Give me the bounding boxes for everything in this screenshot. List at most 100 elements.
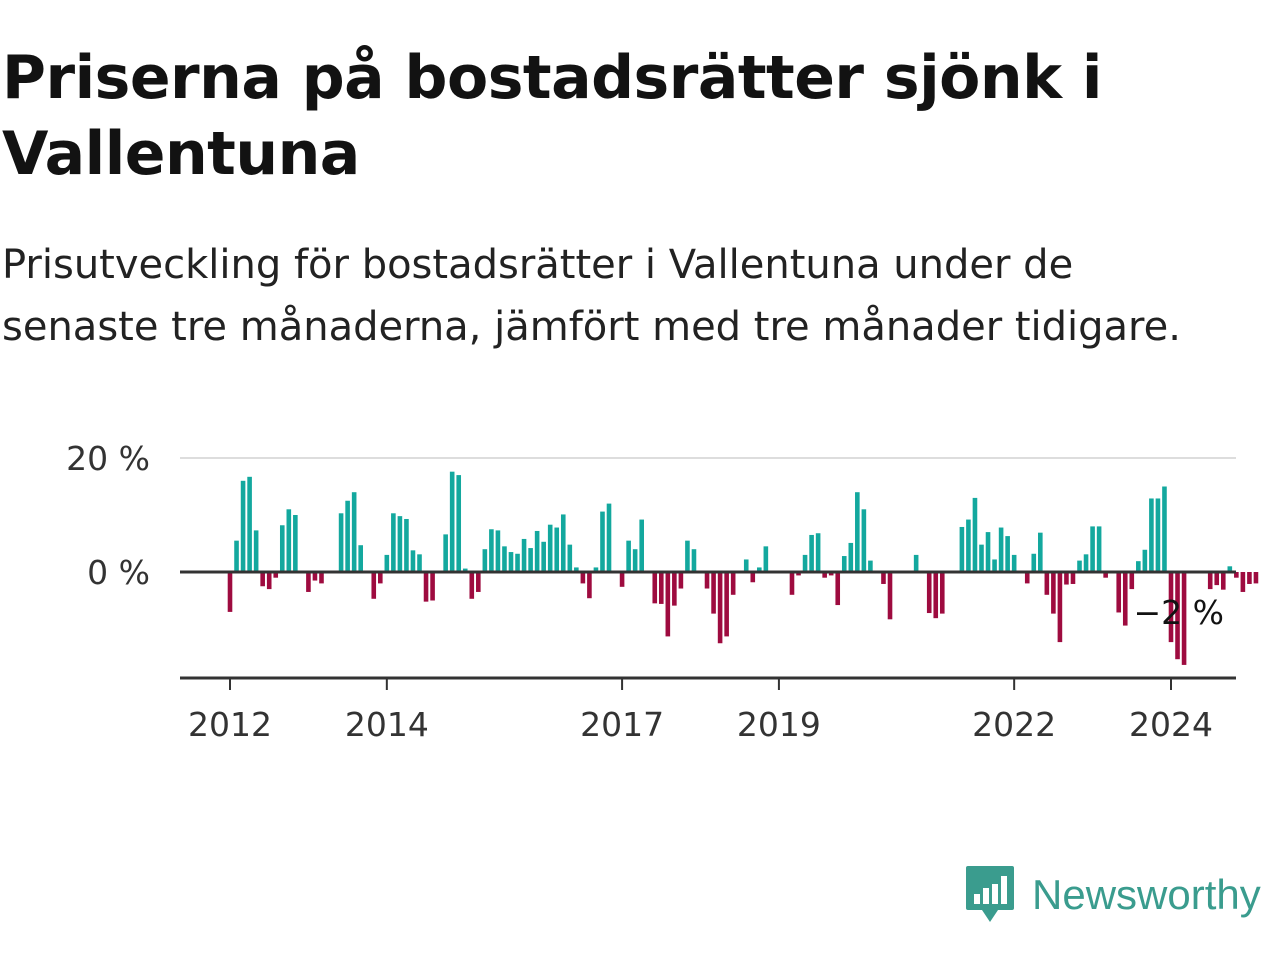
bar-120 — [1011, 554, 1017, 572]
bar-98 — [868, 560, 873, 572]
axes — [180, 570, 1236, 680]
bar-69 — [678, 572, 684, 589]
bar-113 — [966, 519, 971, 572]
bar-100 — [881, 572, 886, 584]
bar-6 — [266, 572, 272, 590]
bar-31 — [430, 572, 435, 601]
x-tick-label-0: 2012 — [188, 705, 272, 744]
bar-25 — [391, 513, 396, 572]
bar-26 — [397, 516, 403, 572]
bar-112 — [959, 526, 965, 572]
bar-3 — [247, 476, 252, 572]
bar-143 — [1162, 486, 1167, 572]
bar-29 — [417, 554, 422, 572]
bar-109 — [939, 572, 945, 614]
bar-7 — [273, 572, 279, 578]
bar-119 — [1005, 536, 1010, 572]
bar-23 — [378, 572, 383, 584]
bar-151 — [1214, 572, 1220, 586]
bar-140 — [1142, 549, 1148, 572]
bar-71 — [691, 549, 697, 572]
bar-152 — [1220, 572, 1226, 590]
bar-14 — [319, 572, 324, 584]
bar-118 — [998, 527, 1004, 572]
bar-13 — [312, 572, 318, 581]
last-value-label: −2 % — [1134, 593, 1225, 632]
bar-155 — [1240, 572, 1246, 592]
bar-74 — [711, 572, 716, 614]
bar-68 — [672, 572, 677, 606]
bar-49 — [547, 524, 553, 572]
x-tick-label-1: 2014 — [345, 705, 429, 744]
bar-28 — [410, 550, 416, 572]
bar-50 — [554, 527, 560, 572]
bar-22 — [371, 572, 377, 599]
bar-46 — [528, 548, 533, 572]
bar-75 — [717, 572, 723, 644]
bar-87 — [796, 572, 801, 576]
bar-130 — [1077, 560, 1082, 572]
bar-62 — [632, 549, 638, 572]
bar-156 — [1247, 572, 1252, 584]
logo-text: Newsworthy — [1032, 871, 1261, 918]
bar-56 — [593, 567, 599, 572]
bar-37 — [469, 572, 475, 599]
y-tick-label-1: 0 % — [87, 553, 150, 592]
x-tick-label-3: 2019 — [737, 705, 821, 744]
bar-45 — [521, 538, 527, 572]
bar-145 — [1175, 572, 1180, 660]
bar-80 — [750, 572, 756, 583]
bar-54 — [580, 572, 586, 584]
bar-117 — [992, 559, 997, 572]
bar-61 — [626, 540, 631, 572]
newsworthy-logo-icon — [966, 866, 1014, 922]
bar-52 — [567, 544, 573, 572]
bar-2 — [240, 480, 246, 572]
bar-133 — [1096, 526, 1102, 572]
bar-93 — [835, 572, 841, 606]
y-axis-ticks: 20 % 0 % — [66, 439, 150, 592]
bar-107 — [926, 572, 932, 614]
bar-17 — [338, 513, 344, 572]
bar-142 — [1155, 498, 1161, 572]
bars — [227, 471, 1259, 665]
bar-20 — [358, 545, 363, 572]
x-tick-label-2: 2017 — [580, 705, 664, 744]
bar-58 — [606, 503, 612, 572]
bar-38 — [476, 572, 481, 592]
bar-41 — [495, 530, 501, 572]
bar-88 — [802, 554, 808, 572]
bar-125 — [1044, 572, 1050, 595]
bar-47 — [534, 530, 540, 572]
bar-66 — [658, 572, 664, 604]
bar-44 — [515, 553, 520, 572]
bar-116 — [985, 532, 991, 572]
bar-122 — [1024, 572, 1030, 584]
bar-81 — [757, 567, 762, 572]
bar-40 — [489, 529, 494, 572]
bar-18 — [345, 500, 350, 572]
bar-153 — [1227, 566, 1233, 572]
bar-141 — [1149, 498, 1154, 572]
bar-48 — [541, 541, 546, 572]
bar-35 — [456, 475, 462, 572]
bar-76 — [724, 572, 729, 637]
bar-124 — [1038, 532, 1043, 572]
bar-146 — [1181, 572, 1187, 665]
bar-82 — [763, 546, 769, 572]
bar-9 — [286, 509, 292, 572]
bar-97 — [861, 509, 867, 572]
bar-0 — [227, 572, 233, 612]
bar-101 — [887, 572, 893, 620]
bar-90 — [815, 533, 821, 572]
bar-42 — [502, 546, 507, 572]
bar-138 — [1129, 572, 1135, 590]
x-tick-label-5: 2024 — [1129, 705, 1213, 744]
bar-115 — [979, 544, 984, 572]
bar-63 — [639, 519, 644, 572]
bar-128 — [1064, 572, 1069, 585]
bar-129 — [1070, 572, 1076, 584]
bar-1 — [234, 540, 239, 572]
bar-19 — [351, 492, 357, 572]
bar-89 — [809, 534, 814, 572]
